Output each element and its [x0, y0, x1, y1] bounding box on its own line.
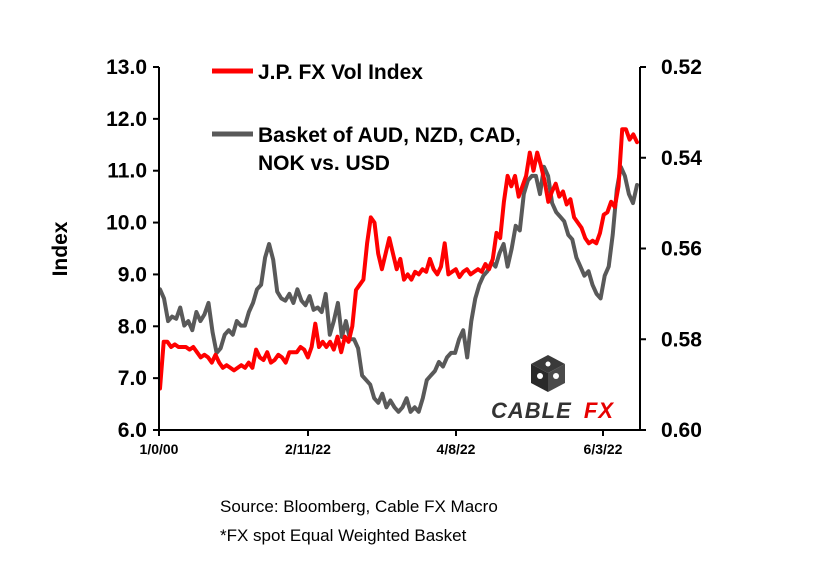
left-axis-title: Index — [49, 221, 72, 276]
x-axis-ticks: 1/0/00 2/11/22 4/8/22 6/3/22 — [140, 430, 623, 457]
basket-footnote: *FX spot Equal Weighted Basket — [220, 526, 467, 545]
right-axis-ticks: 0.52 0.54 0.56 0.58 0.60 — [640, 56, 702, 442]
left-tick-label: 7.0 — [118, 367, 147, 390]
legend-label-vol-index: J.P. FX Vol Index — [258, 61, 423, 84]
cable-fx-watermark: CABLE FX — [491, 355, 614, 423]
left-axis-ticks: 6.0 7.0 8.0 9.0 10.0 11.0 12.0 13.0 — [106, 56, 159, 442]
x-tick-label: 1/0/00 — [140, 441, 179, 457]
right-tick-label: 0.58 — [661, 328, 702, 351]
chart-canvas: 6.07.08.09.010.011.012.013.0 0.520.540.5… — [49, 56, 702, 457]
dice-cube-icon — [531, 355, 565, 392]
left-tick-label: 12.0 — [106, 108, 147, 131]
right-tick-label: 0.52 — [661, 56, 702, 79]
left-tick-label: 8.0 — [118, 315, 147, 338]
left-tick-label: 13.0 — [106, 56, 147, 79]
left-tick-label: 9.0 — [118, 263, 147, 286]
x-tick-label: 4/8/22 — [437, 441, 476, 457]
series-line-vol-index — [158, 127, 639, 391]
brand-logo-text: CABLE FX — [491, 398, 614, 423]
left-tick-label: 11.0 — [107, 160, 147, 183]
x-tick-label: 6/3/22 — [584, 441, 623, 457]
right-tick-label: 0.56 — [661, 238, 702, 261]
left-tick-label: 10.0 — [106, 212, 147, 235]
x-tick-label: 2/11/22 — [285, 441, 331, 457]
right-tick-label: 0.54 — [661, 147, 702, 170]
legend-label-basket: Basket of AUD, NZD, CAD, NOK vs. USD — [258, 124, 527, 175]
source-note: Source: Bloomberg, Cable FX Macro — [220, 497, 498, 516]
series-layer — [158, 127, 639, 414]
right-tick-label: 0.60 — [661, 419, 702, 442]
legend: J.P. FX Vol Index Basket of AUD, NZD, CA… — [212, 61, 527, 175]
series-line-basket — [158, 164, 639, 414]
left-tick-label: 6.0 — [118, 419, 147, 442]
